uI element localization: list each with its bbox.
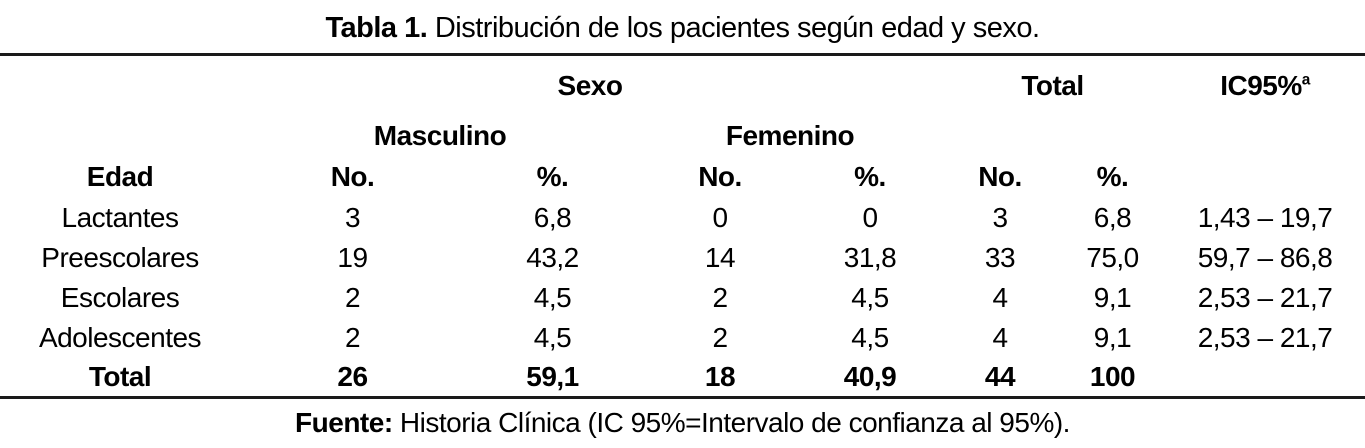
femenino-no-cell: 14: [704, 242, 736, 273]
total-no-cell: 44: [984, 361, 1016, 392]
row-label-cell: Escolares: [60, 282, 180, 313]
masculino-pct-cell: 4,5: [533, 322, 572, 353]
masculino-pct-cell: 43,2: [526, 242, 579, 273]
femenino-no-cell: 18: [704, 361, 736, 392]
table-row-adolescentes: Adolescentes 2 4,5 2 4,5 4 9,1 2,53 – 21…: [0, 318, 1365, 358]
header-masculino-cell: Masculino: [373, 120, 507, 151]
ic95-value-cell: 1,43 – 19,7: [1197, 202, 1333, 233]
header-ic95-cell: IC95%a: [1165, 56, 1365, 116]
femenino-no-cell: 2: [712, 282, 728, 313]
header-row-columns: Edad No. %. No. %. No. %.: [0, 156, 1365, 198]
masculino-no-cell: 2: [344, 282, 361, 313]
header-no-cell: No.: [698, 161, 742, 192]
header-spacer-cell: [1165, 156, 1365, 198]
masculino-pct-cell: 59,1: [526, 361, 579, 392]
row-label-cell: Lactantes: [61, 202, 179, 233]
row-label-cell: Preescolares: [41, 242, 199, 273]
masculino-no-cell: 19: [337, 242, 368, 273]
masculino-no-cell: 2: [344, 322, 361, 353]
source-text: Historia Clínica (IC 95%=Intervalo de co…: [392, 407, 1071, 438]
header-row-groups: Sexo Total IC95%a: [0, 56, 1365, 116]
ic95-value-cell: [1165, 358, 1365, 396]
table-title: Tabla 1. Distribución de los pacientes s…: [0, 0, 1365, 56]
table-title-text: Distribución de los pacientes según edad…: [427, 12, 1040, 44]
femenino-pct-cell: 40,9: [843, 361, 897, 392]
header-edad-cell: Edad: [86, 161, 154, 192]
masculino-pct-cell: 6,8: [533, 202, 572, 233]
total-no-cell: 3: [992, 202, 1008, 233]
ic95-value-cell: 59,7 – 86,8: [1197, 242, 1333, 273]
table-title-number: Tabla 1.: [325, 12, 428, 44]
header-no-cell: No.: [330, 161, 375, 192]
header-spacer-cell: [0, 56, 240, 116]
total-no-cell: 4: [992, 282, 1008, 313]
source-label: Fuente:: [295, 407, 393, 438]
header-pct-cell: %.: [536, 161, 569, 192]
table-source-note: Fuente: Historia Clínica (IC 95%=Interva…: [0, 396, 1365, 448]
ic95-footnote-marker: a: [1301, 71, 1311, 89]
masculino-pct-cell: 4,5: [533, 282, 572, 313]
header-sexo-cell: Sexo: [557, 70, 623, 101]
header-row-sex-split: Masculino Femenino: [0, 116, 1365, 156]
femenino-no-cell: 0: [712, 202, 728, 233]
total-pct-cell: 6,8: [1093, 202, 1132, 233]
table-row-escolares: Escolares 2 4,5 2 4,5 4 9,1 2,53 – 21,7: [0, 278, 1365, 318]
header-spacer-cell: [940, 116, 1165, 156]
femenino-pct-cell: 4,5: [851, 282, 889, 313]
ic95-value-cell: 2,53 – 21,7: [1197, 282, 1333, 313]
femenino-pct-cell: 0: [862, 202, 878, 233]
header-total-cell: Total: [1021, 70, 1084, 101]
table-row-total: Total 26 59,1 18 40,9 44 100: [0, 358, 1365, 396]
row-label-cell: Adolescentes: [38, 322, 202, 353]
total-pct-cell: 9,1: [1093, 282, 1132, 313]
header-spacer-cell: [0, 116, 240, 156]
ic95-label: IC95%: [1220, 70, 1302, 101]
masculino-no-cell: 3: [344, 202, 361, 233]
distribution-table: Sexo Total IC95%a Masculino Femenino Eda…: [0, 56, 1365, 396]
total-pct-cell: 9,1: [1093, 322, 1132, 353]
femenino-pct-cell: 31,8: [843, 242, 897, 273]
femenino-pct-cell: 4,5: [851, 322, 889, 353]
header-femenino-cell: Femenino: [725, 120, 855, 151]
row-label-cell: Total: [88, 361, 152, 392]
table-row-lactantes: Lactantes 3 6,8 0 0 3 6,8 1,43 – 19,7: [0, 198, 1365, 238]
header-spacer-cell: [1165, 116, 1365, 156]
total-pct-cell: 75,0: [1086, 242, 1139, 273]
masculino-no-cell: 26: [337, 361, 368, 392]
ic95-value-cell: 2,53 – 21,7: [1197, 322, 1333, 353]
total-no-cell: 33: [984, 242, 1016, 273]
header-no-cell: No.: [978, 161, 1022, 192]
total-no-cell: 4: [992, 322, 1008, 353]
header-pct-cell: %.: [1096, 161, 1129, 192]
total-pct-cell: 100: [1089, 361, 1136, 392]
header-pct-cell: %.: [854, 161, 886, 192]
table-row-preescolares: Preescolares 19 43,2 14 31,8 33 75,0 59,…: [0, 238, 1365, 278]
femenino-no-cell: 2: [712, 322, 728, 353]
